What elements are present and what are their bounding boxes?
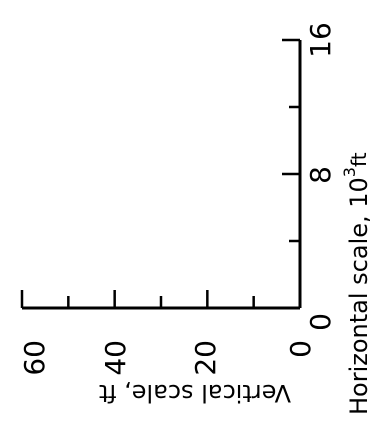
vertical-scale-group: 60 40 20 0 Vertical scale, ft [18, 290, 317, 407]
horizontal-scale-title-unit: ft [347, 152, 371, 167]
horizontal-scale-title-text: Horizontal scale, 10 [345, 177, 373, 415]
horizontal-scale-group: 0 8 16 Horizontal scale, 103ft [282, 22, 373, 415]
vertical-scale-title: Vertical scale, ft [99, 379, 291, 407]
vertical-scale-tick-marks [20, 290, 302, 308]
horizontal-tick-label-16: 16 [304, 22, 337, 58]
horizontal-scale-title-sup: 3 [340, 167, 359, 177]
horizontal-scale-title: Horizontal scale, 103ft [340, 152, 374, 415]
vertical-tick-label-60: 60 [18, 340, 51, 376]
vertical-tick-label-40: 40 [99, 340, 132, 376]
horizontal-scale-tick-marks [282, 38, 300, 310]
vertical-tick-label-20: 20 [189, 340, 222, 376]
horizontal-tick-label-8: 8 [304, 166, 337, 184]
horizontal-tick-label-0: 0 [304, 313, 337, 331]
vertical-tick-label-0: 0 [284, 340, 317, 358]
